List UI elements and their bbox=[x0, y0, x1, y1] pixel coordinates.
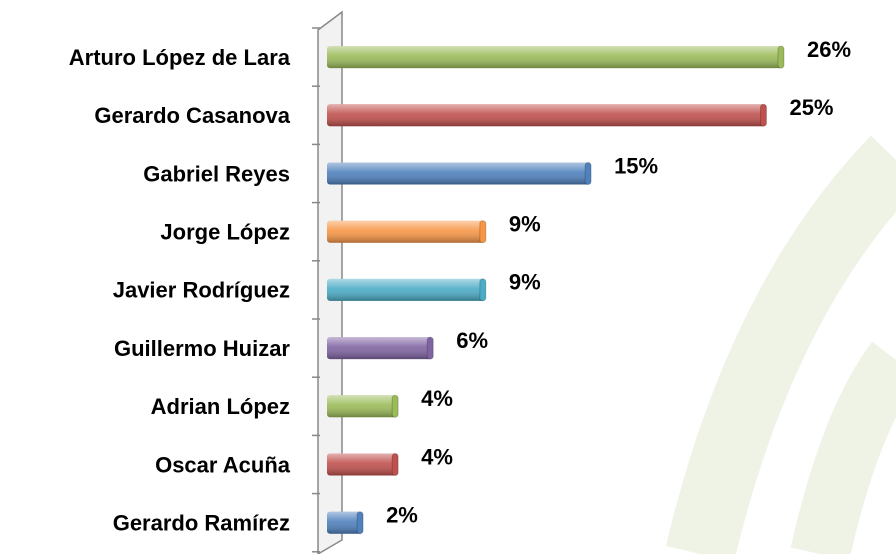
bar-shine bbox=[327, 337, 433, 360]
category-label: Arturo López de Lara bbox=[69, 45, 291, 70]
category-label: Oscar Acuña bbox=[155, 452, 291, 477]
value-label: 15% bbox=[614, 153, 658, 178]
bar-shine bbox=[327, 104, 766, 127]
category-label: Guillermo Huizar bbox=[114, 336, 290, 361]
background-decoration bbox=[665, 135, 896, 554]
value-label: 26% bbox=[807, 37, 851, 62]
bar-cap bbox=[391, 453, 399, 476]
bar-cap bbox=[759, 103, 767, 127]
value-label: 6% bbox=[456, 328, 488, 353]
bar-cap bbox=[584, 162, 592, 185]
bar-shine bbox=[327, 162, 591, 185]
category-label: Adrian López bbox=[151, 394, 290, 419]
bar-cap bbox=[479, 278, 487, 302]
category-label: Javier Rodríguez bbox=[113, 278, 290, 303]
category-label: Jorge López bbox=[160, 220, 290, 245]
value-label: 9% bbox=[509, 212, 541, 237]
bar-shine bbox=[327, 395, 398, 418]
bar-cap bbox=[356, 511, 364, 535]
bar-cap bbox=[479, 220, 487, 244]
axis-ticks bbox=[312, 27, 320, 553]
category-label: Gabriel Reyes bbox=[143, 161, 290, 186]
value-label: 4% bbox=[421, 444, 453, 469]
bar-shine bbox=[327, 453, 398, 476]
bar-shine bbox=[327, 278, 485, 301]
value-label: 2% bbox=[386, 503, 418, 528]
bar-cap bbox=[777, 45, 785, 69]
bar-cap bbox=[391, 394, 399, 418]
category-label: Gerardo Ramírez bbox=[113, 511, 290, 536]
bar-shine bbox=[327, 46, 783, 69]
bar-cap bbox=[426, 336, 434, 360]
bar-shine bbox=[327, 511, 363, 534]
value-label: 9% bbox=[509, 270, 541, 295]
value-label: 25% bbox=[789, 95, 833, 120]
bar-shine bbox=[327, 220, 485, 243]
category-label: Gerardo Casanova bbox=[94, 103, 290, 128]
value-label: 4% bbox=[421, 386, 453, 411]
